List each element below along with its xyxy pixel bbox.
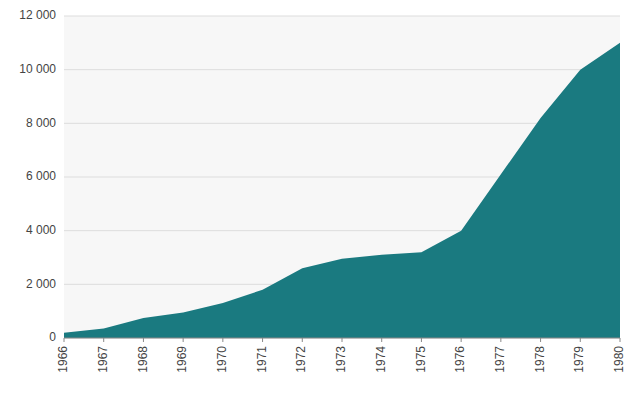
x-tick-label: 1980 <box>612 346 626 373</box>
x-tick <box>461 338 462 342</box>
x-tick <box>302 338 303 342</box>
y-tick-label: 10 000 <box>19 62 56 76</box>
x-tick <box>143 338 144 342</box>
x-tick <box>500 338 501 342</box>
x-tick <box>183 338 184 342</box>
x-tick-label: 1976 <box>453 346 467 373</box>
y-tick-label: 0 <box>49 330 56 344</box>
y-tick-label: 12 000 <box>19 8 56 22</box>
plot-background <box>64 16 620 338</box>
x-tick-label: 1967 <box>96 346 110 373</box>
y-tick-label: 6 000 <box>26 169 56 183</box>
x-tick <box>262 338 263 342</box>
x-tick <box>421 338 422 342</box>
grid-line <box>64 16 620 17</box>
x-tick-label: 1974 <box>374 346 388 373</box>
x-tick <box>540 338 541 342</box>
x-tick-label: 1979 <box>572 346 586 373</box>
x-tick-label: 1977 <box>493 346 507 373</box>
x-tick <box>103 338 104 342</box>
x-tick-label: 1966 <box>56 346 70 373</box>
grid-line <box>64 69 620 70</box>
x-tick-label: 1972 <box>294 346 308 373</box>
x-tick <box>64 338 65 342</box>
y-tick-label: 8 000 <box>26 116 56 130</box>
chart-container: 02 0004 0006 0008 00010 00012 0001966196… <box>0 0 640 400</box>
x-tick-label: 1968 <box>136 346 150 373</box>
grid <box>64 16 620 338</box>
plot-area <box>64 43 620 338</box>
x-tick-label: 1975 <box>414 346 428 373</box>
x-tick-label: 1970 <box>215 346 229 373</box>
x-tick-label: 1969 <box>175 346 189 373</box>
y-tick-label: 2 000 <box>26 277 56 291</box>
x-tick <box>580 338 581 342</box>
area <box>64 43 620 338</box>
x-tick-label: 1971 <box>255 346 269 373</box>
x-tick <box>381 338 382 342</box>
x-tick-label: 1973 <box>334 346 348 373</box>
x-tick <box>620 338 621 342</box>
x-tick-label: 1978 <box>533 346 547 373</box>
y-tick-label: 4 000 <box>26 223 56 237</box>
y-axis: 0 2 000 4 000 6 000 8 000 10 000 12 000 <box>19 8 56 344</box>
x-axis: 1966 1967 1968 1969 1970 1971 1972 1973 1974 1975… <box>56 338 626 373</box>
chart: 02 0004 0006 0008 00010 00012 0001966196… <box>0 0 640 400</box>
x-tick <box>342 338 343 342</box>
x-tick <box>222 338 223 342</box>
